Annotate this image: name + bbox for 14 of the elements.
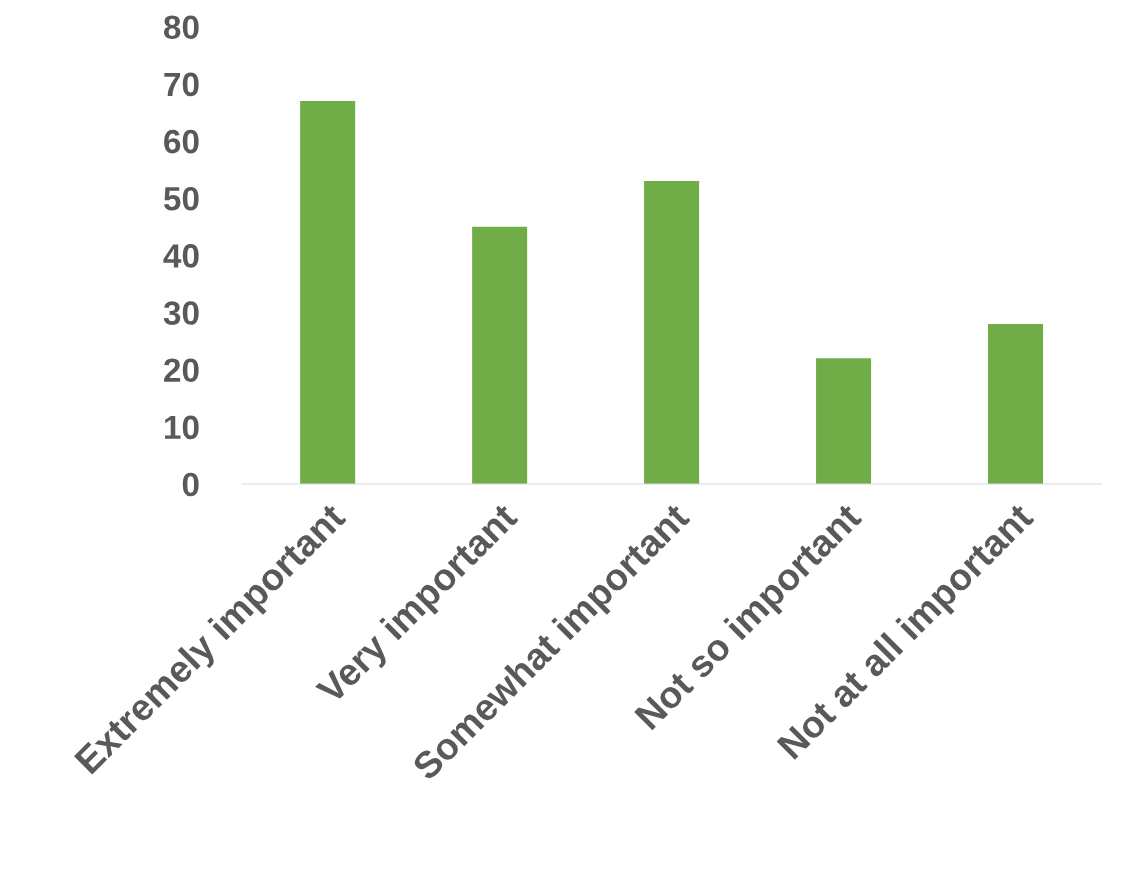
- y-tick-label: 50: [163, 186, 199, 211]
- y-tick-label: 10: [165, 415, 199, 440]
- y-tick-label: 40: [163, 244, 199, 268]
- y-tick-label: 60: [164, 129, 199, 154]
- bar: [988, 323, 1044, 484]
- bar: [816, 358, 872, 484]
- bar: [644, 180, 700, 484]
- bar: [472, 226, 528, 484]
- bar: [300, 100, 356, 484]
- y-tick-label: 80: [163, 15, 199, 40]
- y-tick-label: 20: [164, 358, 199, 383]
- y-tick-label: 70: [164, 72, 199, 97]
- y-tick-label: 0: [182, 472, 199, 497]
- y-tick-label: 30: [163, 301, 199, 325]
